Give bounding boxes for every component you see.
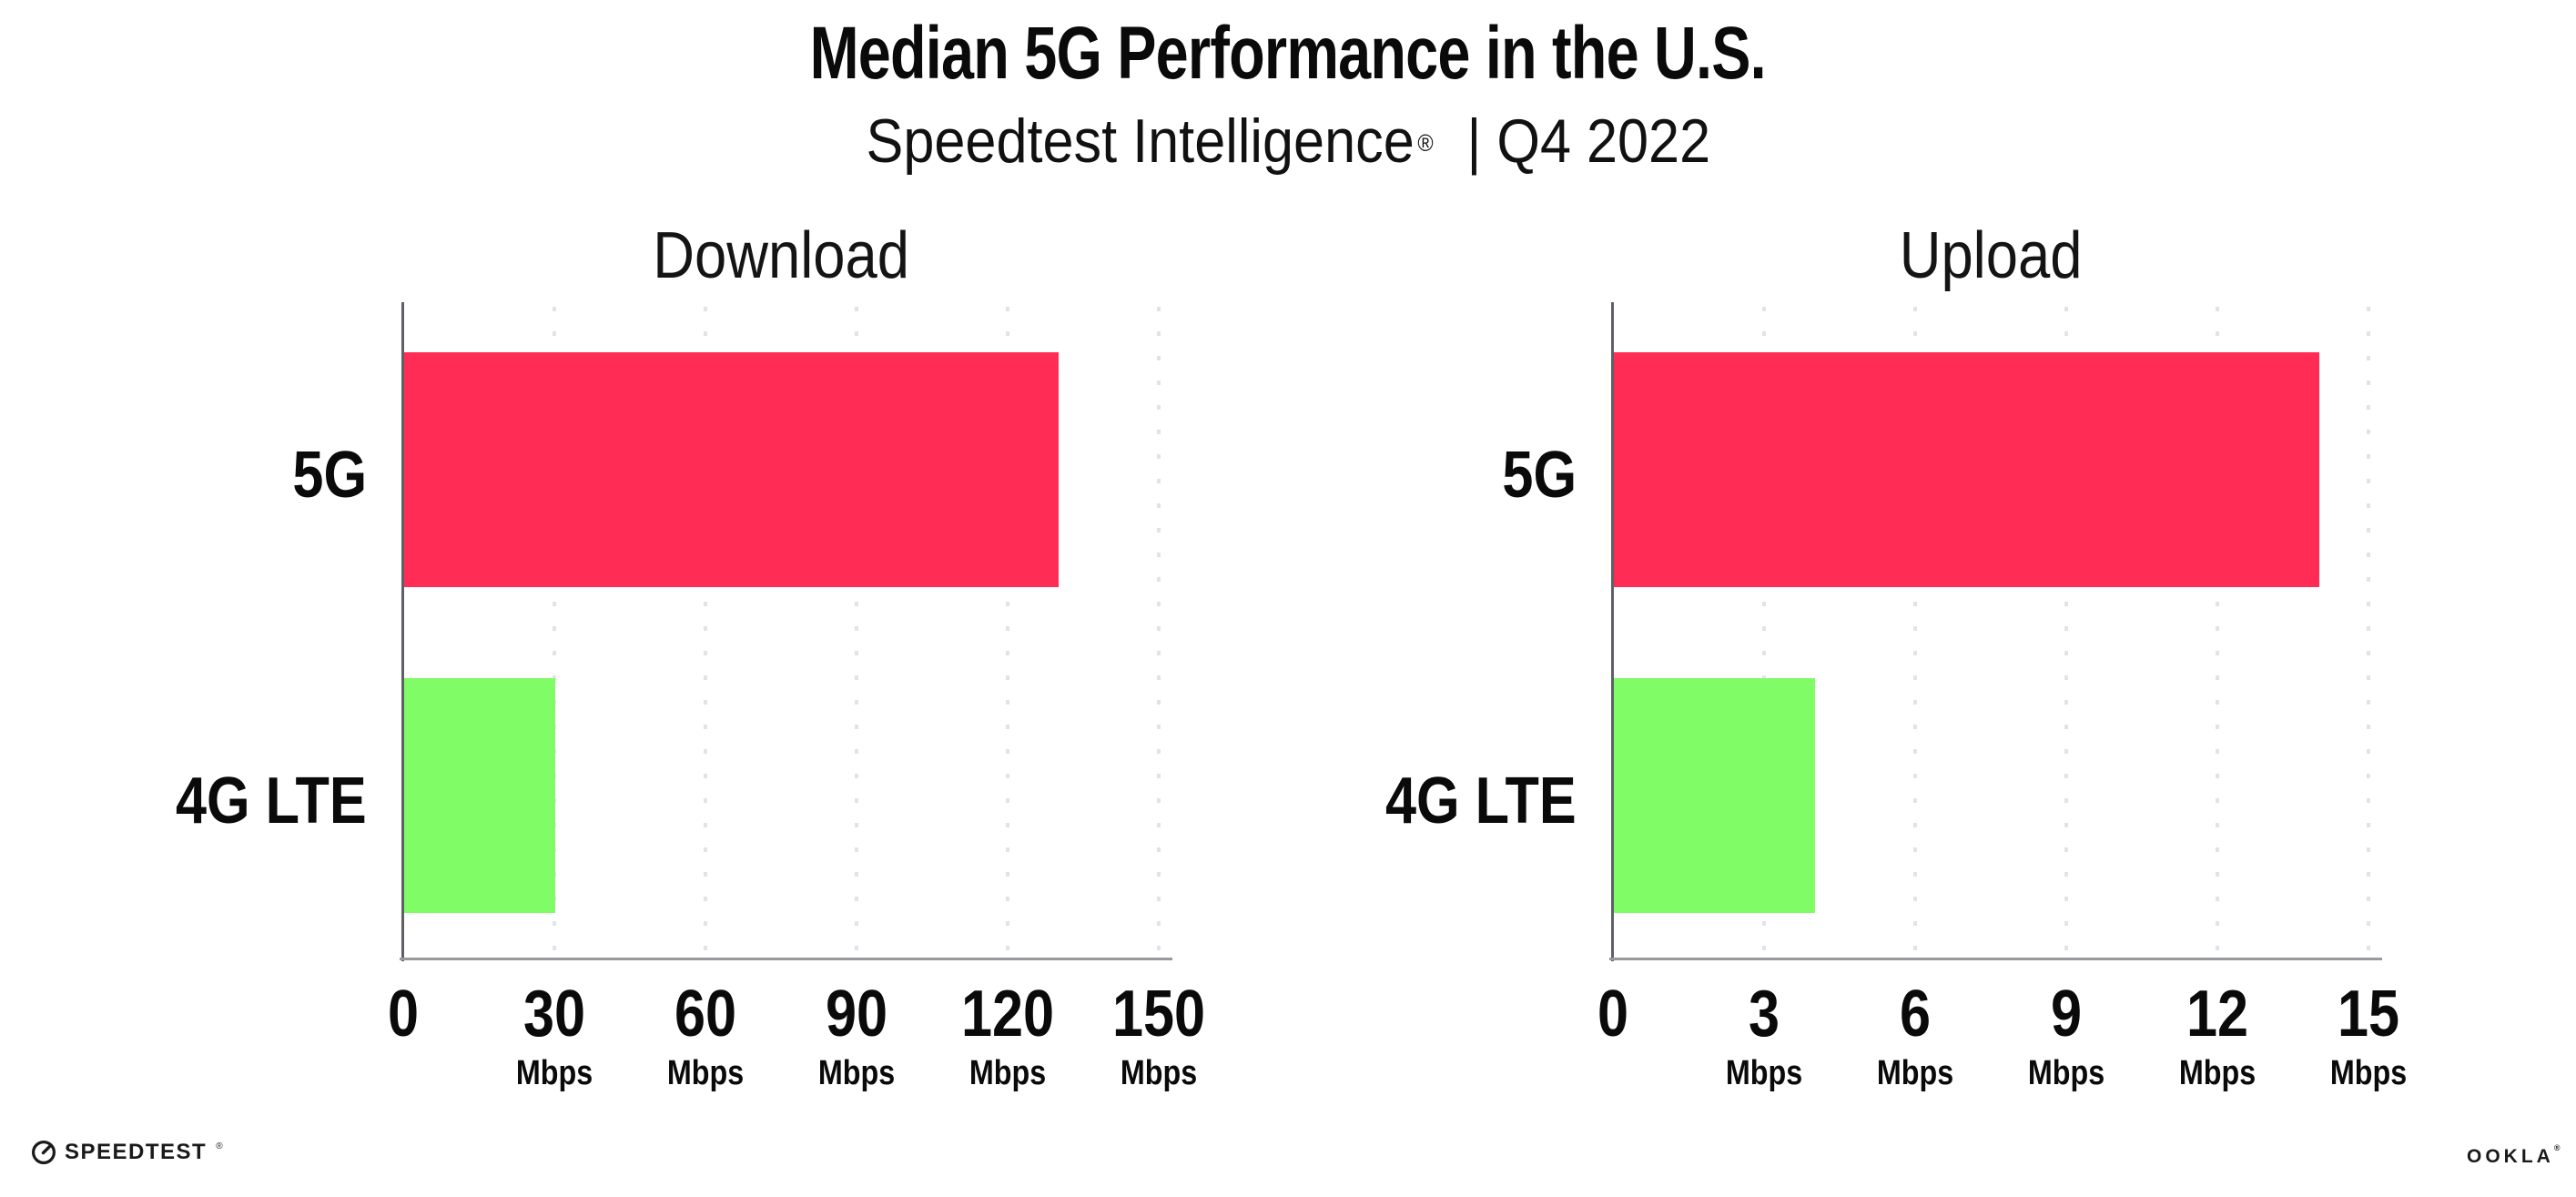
x-tick-0: 0 — [1597, 978, 1629, 1050]
upload-plot-area — [1609, 302, 2382, 968]
download-plot-area — [400, 302, 1172, 968]
upload-5g-bar — [1614, 352, 2319, 587]
registered-trademark-mark: ® — [1417, 129, 1434, 157]
download-chart-title: Download — [653, 219, 909, 292]
ookla-logo: OOKLA® — [2467, 1143, 2561, 1168]
subtitle-period: | Q4 2022 — [1466, 107, 1710, 176]
x-tick-150-mbps: 150 Mbps — [1111, 978, 1206, 1092]
y-axis-line — [401, 302, 404, 961]
gridline — [2367, 307, 2370, 968]
y-axis-line — [1611, 302, 1614, 961]
x-tick-3-mbps: 3 Mbps — [1725, 978, 1803, 1092]
category-label-4g-lte: 4G LTE — [176, 765, 367, 837]
speedtest-gauge-icon — [32, 1141, 56, 1164]
gridline — [1913, 307, 1917, 968]
gridline — [2216, 307, 2219, 968]
x-tick-9-mbps: 9 Mbps — [2027, 978, 2105, 1092]
registered-trademark-mark: ® — [216, 1141, 223, 1151]
x-tick-60-mbps: 60 Mbps — [666, 978, 745, 1092]
x-tick-120-mbps: 120 Mbps — [960, 978, 1055, 1092]
download-4g-lte-bar — [404, 678, 555, 913]
gridline — [1006, 307, 1009, 968]
upload-4g-lte-bar — [1614, 678, 1816, 913]
gridline — [704, 307, 707, 968]
x-tick-6-mbps: 6 Mbps — [1876, 978, 1954, 1092]
category-label-4g-lte: 4G LTE — [1385, 765, 1577, 837]
subtitle-brand: Speedtest Intelligence — [866, 107, 1415, 176]
upload-chart: Upload 5G 4G LTE 0 3 Mbps 6 Mbps 9 Mbps 12 M… — [1385, 219, 2407, 1140]
category-label-5g: 5G — [292, 439, 367, 512]
x-tick-12-mbps: 12 Mbps — [2178, 978, 2257, 1092]
gridline — [855, 307, 858, 968]
gridline — [2064, 307, 2068, 968]
x-tick-0: 0 — [387, 978, 420, 1050]
page-title: Median 5G Performance in the U.S. — [809, 12, 1767, 95]
x-tick-15-mbps: 15 Mbps — [2329, 978, 2408, 1092]
download-5g-bar — [404, 352, 1060, 587]
registered-trademark-mark: ® — [2553, 1143, 2561, 1152]
speedtest-wordmark: SPEEDTEST — [65, 1140, 208, 1164]
x-axis-line — [400, 958, 1172, 960]
ookla-wordmark: OOKLA — [2467, 1146, 2554, 1167]
download-chart: Download 5G 4G LTE 0 30 Mbps 60 Mbps 90 Mbp… — [176, 219, 1205, 1140]
speedtest-logo: SPEEDTEST ® — [31, 1138, 223, 1167]
gridline — [1157, 307, 1161, 968]
x-tick-90-mbps: 90 Mbps — [817, 978, 896, 1092]
category-label-5g: 5G — [1502, 439, 1577, 512]
page-subtitle: Speedtest Intelligence ® | Q4 2022 — [0, 106, 2576, 177]
upload-chart-title: Upload — [1899, 219, 2083, 292]
x-tick-30-mbps: 30 Mbps — [515, 978, 593, 1092]
x-axis-line — [1609, 958, 2382, 960]
gridline — [553, 307, 556, 968]
gridline — [1762, 307, 1766, 968]
